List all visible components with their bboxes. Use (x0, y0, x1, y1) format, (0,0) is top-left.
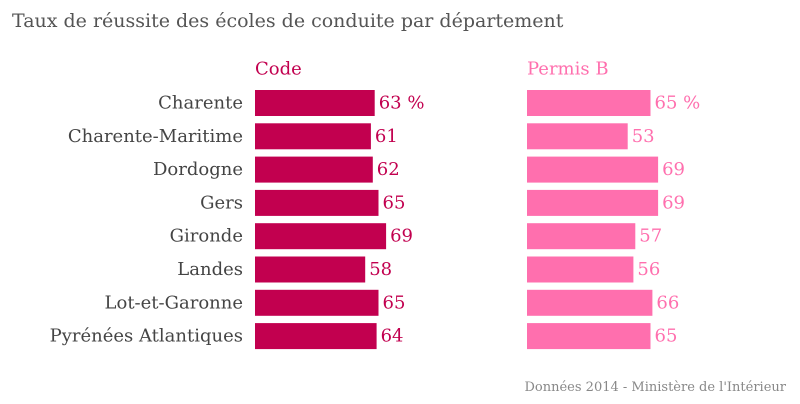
data-label: 69 (662, 159, 685, 180)
data-label: 69 (662, 192, 685, 213)
data-label: 61 (375, 126, 398, 147)
bar (255, 223, 387, 250)
source-note: Données 2014 - Ministère de l'Intérieur (524, 380, 786, 395)
bar (527, 223, 636, 250)
data-label: 62 (377, 159, 400, 180)
category-label: Dordogne (153, 159, 243, 180)
bar (255, 256, 366, 283)
bar (527, 123, 628, 150)
data-label: 65 (383, 192, 406, 213)
data-label: 56 (637, 259, 660, 280)
bar (527, 156, 659, 183)
bar (527, 289, 653, 316)
data-label: 65 (655, 326, 678, 347)
bar (527, 90, 651, 116)
data-label: 63 % (379, 93, 425, 114)
category-label: Lot-et-Garonne (105, 292, 243, 313)
category-label: Landes (177, 259, 243, 280)
data-label: 65 % (655, 93, 701, 114)
bar (527, 189, 659, 216)
data-label: 65 (383, 292, 406, 313)
data-label: 53 (632, 126, 655, 147)
series-label: Code (255, 59, 302, 80)
bar (255, 156, 373, 183)
data-label: 58 (369, 259, 392, 280)
bar (255, 90, 375, 116)
series-label: Permis B (527, 59, 609, 80)
bar (527, 256, 634, 283)
category-label: Charente (158, 93, 243, 114)
category-label: Gironde (170, 226, 243, 247)
category-label: Charente-Maritime (68, 126, 243, 147)
data-label: 57 (639, 226, 662, 247)
bar (527, 323, 651, 350)
bar (255, 123, 371, 150)
bar (255, 289, 379, 316)
bar (255, 323, 377, 350)
chart-title: Taux de réussite des écoles de conduite … (12, 10, 564, 32)
data-label: 64 (381, 326, 404, 347)
data-label: 66 (656, 292, 679, 313)
data-label: 69 (390, 226, 413, 247)
category-label: Gers (200, 192, 243, 213)
bar (255, 189, 379, 216)
category-label: Pyrénées Atlantiques (50, 326, 243, 347)
